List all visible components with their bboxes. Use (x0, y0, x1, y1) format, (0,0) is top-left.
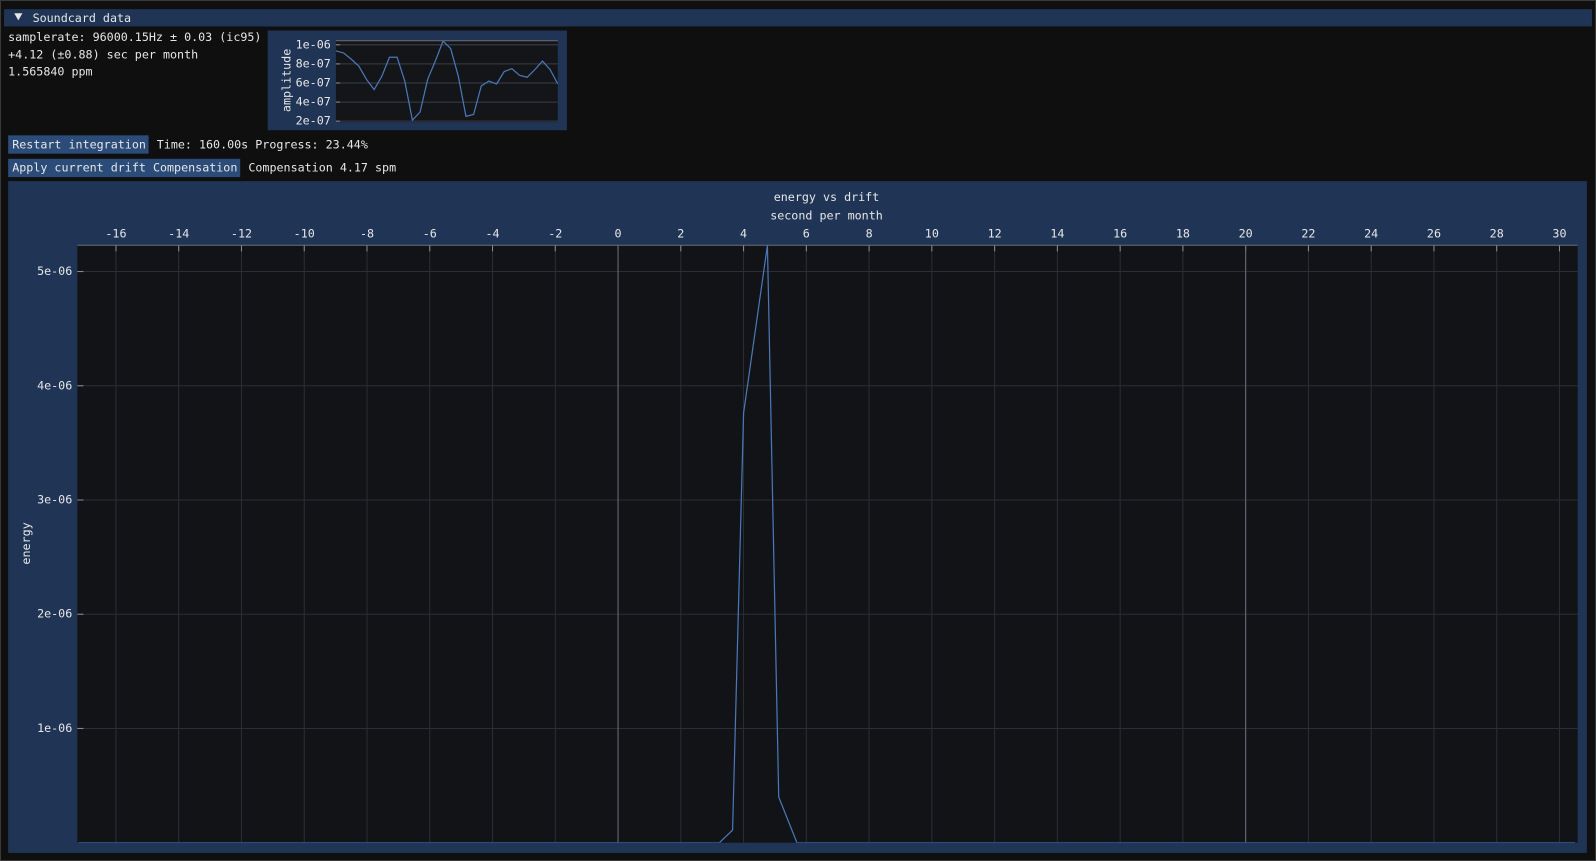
x-tick-label: 8 (866, 227, 873, 241)
x-tick-label: 0 (615, 227, 622, 241)
x-tick-label: 22 (1301, 227, 1315, 241)
x-tick-label: -14 (168, 227, 189, 241)
collapse-arrow[interactable] (14, 13, 23, 21)
x-tick-label: -16 (105, 227, 126, 241)
x-tick-label: 26 (1427, 227, 1441, 241)
x-tick-label: 16 (1113, 227, 1127, 241)
x-tick-label: 14 (1050, 227, 1064, 241)
data-line (335, 40, 558, 122)
info-line: +4.12 (±0.88) sec per month (8, 47, 198, 61)
button-label[interactable]: Restart integration (12, 138, 146, 152)
x-tick-label: 24 (1364, 227, 1378, 241)
status-text: Time: 160.00s Progress: 23.44% (157, 138, 368, 152)
chart-title: energy vs drift (774, 190, 880, 204)
header-bar[interactable] (4, 9, 1592, 27)
x-tick-label: 20 (1239, 227, 1253, 241)
y-axis-label: energy (19, 522, 33, 564)
y-tick-label: 1e-06 (296, 37, 331, 51)
info-line: 1.565840 ppm (8, 65, 92, 79)
y-tick-label: 2e-07 (296, 114, 331, 128)
x-axis-label: second per month (770, 208, 883, 222)
data-line (78, 245, 1576, 843)
x-tick-label: -4 (485, 227, 499, 241)
x-tick-label: -2 (548, 227, 562, 241)
x-tick-label: -10 (294, 227, 315, 241)
info-line: samplerate: 96000.15Hz ± 0.03 (ic95) (8, 30, 261, 44)
y-tick-label: 5e-06 (37, 264, 72, 278)
x-tick-label: 6 (803, 227, 810, 241)
button[interactable] (8, 135, 149, 154)
header-title: Soundcard data (33, 11, 132, 25)
y-tick-label: 1e-06 (37, 721, 72, 735)
x-tick-label: 4 (740, 227, 747, 241)
x-tick-label: -12 (231, 227, 252, 241)
x-tick-label: 2 (677, 227, 684, 241)
x-tick-label: 12 (988, 227, 1002, 241)
x-tick-label: 18 (1176, 227, 1190, 241)
y-tick-label: 4e-06 (37, 378, 72, 392)
y-tick-label: 4e-07 (296, 95, 331, 109)
small-plot-area (335, 40, 558, 123)
x-tick-label: -6 (423, 227, 437, 241)
y-tick-label: 3e-06 (37, 492, 72, 506)
x-tick-label: 30 (1552, 227, 1566, 241)
y-tick-label: 8e-07 (296, 56, 331, 70)
button-label[interactable]: Apply current drift Compensation (12, 160, 237, 174)
x-tick-label: 10 (925, 227, 939, 241)
y-tick-label: 2e-06 (37, 607, 72, 621)
main-plot-area (77, 245, 1578, 843)
status-text: Compensation 4.17 spm (248, 160, 396, 174)
button[interactable] (8, 158, 241, 178)
x-tick-label: -8 (360, 227, 374, 241)
y-axis-label: amplitude (280, 49, 294, 112)
x-tick-label: 28 (1490, 227, 1504, 241)
y-tick-label: 6e-07 (296, 75, 331, 89)
